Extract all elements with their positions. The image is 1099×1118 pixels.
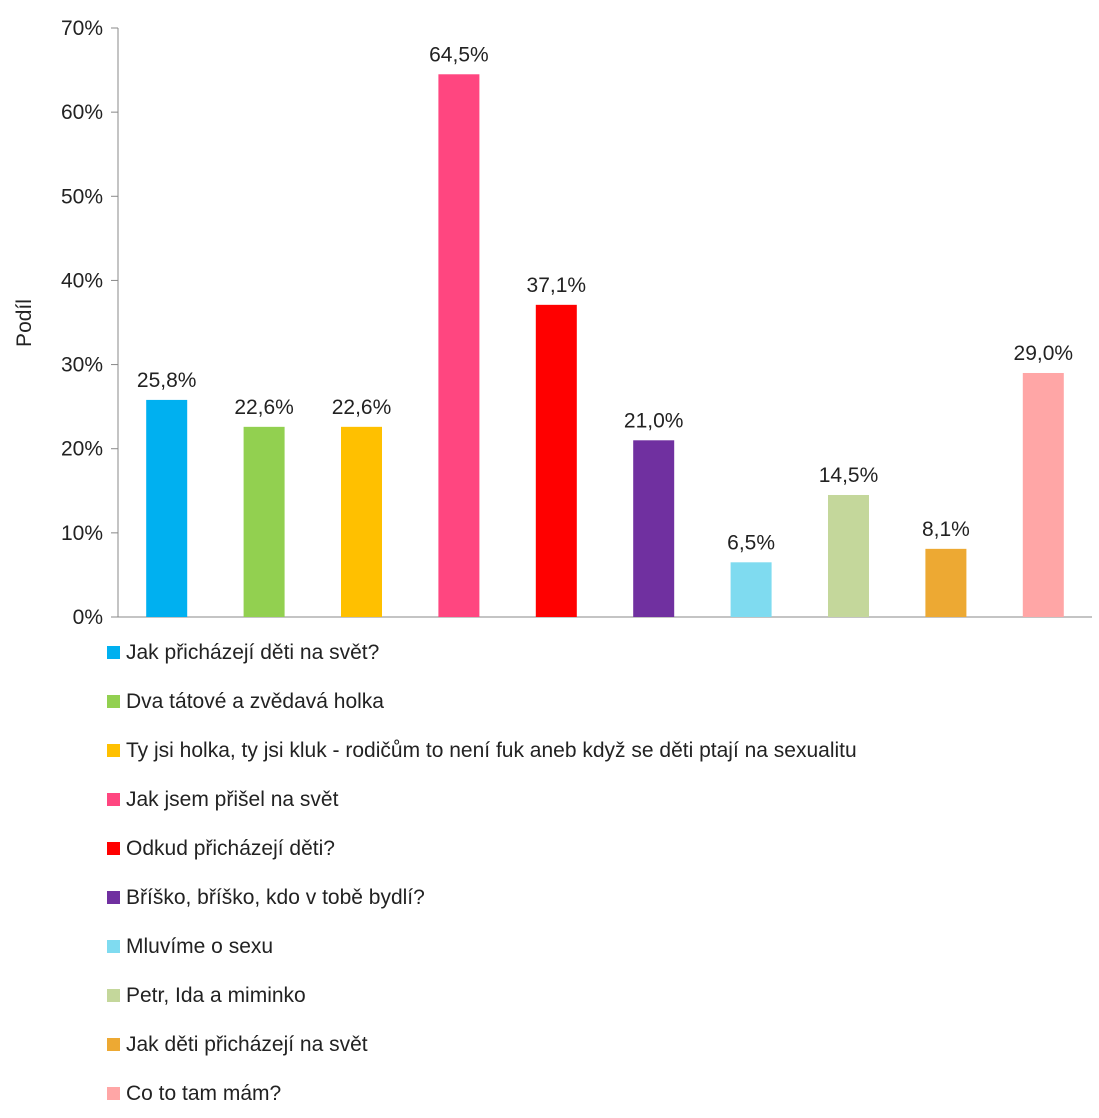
legend-label: Jak děti přicházejí na svět — [126, 1032, 368, 1056]
legend-label: Ty jsi holka, ty jsi kluk - rodičům to n… — [126, 738, 857, 762]
legend-swatch — [107, 793, 120, 806]
legend-swatch — [107, 1038, 120, 1051]
data-label: 21,0% — [624, 409, 684, 432]
legend-label: Odkud přicházejí děti? — [126, 836, 335, 860]
legend-label: Bříško, bříško, kdo v tobě bydlí? — [126, 885, 425, 909]
data-labels: 25,8% 22,6% 22,6% 64,5% 37,1% 21,0% 6,5% 14,5% 8… — [137, 43, 1073, 554]
y-tick-label: 70% — [61, 17, 103, 40]
bar — [438, 74, 480, 618]
legend-label: Mluvíme o sexu — [126, 934, 274, 958]
bar — [341, 426, 382, 617]
legend-item: Odkud přicházejí děti? — [107, 824, 857, 873]
bar — [535, 304, 577, 617]
legend-item: Ty jsi holka, ty jsi kluk - rodičům to n… — [107, 726, 857, 775]
bar — [146, 399, 188, 617]
legend-swatch — [107, 646, 120, 659]
legend-swatch — [107, 695, 120, 708]
y-axis-ticks: 0% 10% 20% 30% 40% 50% 60% 70% — [61, 17, 118, 629]
bar — [243, 426, 285, 617]
legend-item: Petr, Ida a miminko — [107, 971, 857, 1020]
data-label: 64,5% — [429, 43, 489, 66]
data-label: 22,6% — [234, 396, 294, 419]
legend-item: Co to tam mám? — [107, 1069, 857, 1118]
y-tick-label: 60% — [61, 101, 103, 124]
y-tick-label: 10% — [61, 522, 103, 545]
legend-swatch — [107, 1087, 120, 1100]
legend-label: Jak jsem přišel na svět — [126, 787, 339, 811]
legend-swatch — [107, 744, 120, 757]
data-label: 14,5% — [819, 464, 879, 487]
legend: Jak přicházejí děti na svět? Dva tátové a… — [107, 628, 857, 1118]
bars — [146, 74, 1064, 618]
bar — [828, 494, 869, 617]
legend-label: Co to tam mám? — [126, 1081, 282, 1105]
data-label: 37,1% — [527, 274, 587, 297]
legend-label: Dva tátové a zvědavá holka — [126, 689, 384, 713]
data-label: 8,1% — [922, 518, 970, 541]
bar-chart: 0% 10% 20% 30% 40% 50% 60% 70% 25,8% 22,6% 22,6% 6… — [13, 17, 1092, 629]
y-tick-label: 40% — [61, 269, 103, 292]
data-label: 6,5% — [727, 531, 775, 554]
y-tick-label: 30% — [61, 354, 103, 377]
legend-swatch — [107, 842, 120, 855]
y-axis-label: Podíl — [13, 299, 36, 347]
bar — [730, 562, 772, 617]
y-tick-label: 0% — [73, 606, 103, 629]
legend-item: Jak jsem přišel na svět — [107, 775, 857, 824]
bar — [633, 440, 675, 617]
y-tick-label: 20% — [61, 438, 103, 461]
legend-swatch — [107, 989, 120, 1002]
legend-label: Jak přicházejí děti na svět? — [126, 640, 380, 664]
legend-swatch — [107, 891, 120, 904]
legend-swatch — [107, 940, 120, 953]
legend-label: Petr, Ida a miminko — [126, 983, 306, 1007]
bar — [1022, 372, 1064, 617]
data-label: 22,6% — [332, 396, 392, 419]
data-label: 25,8% — [137, 369, 197, 392]
bar — [925, 548, 967, 617]
legend-item: Bříško, bříško, kdo v tobě bydlí? — [107, 873, 857, 922]
legend-item: Mluvíme o sexu — [107, 922, 857, 971]
y-tick-label: 50% — [61, 185, 103, 208]
legend-item: Jak děti přicházejí na svět — [107, 1020, 857, 1069]
legend-item: Dva tátové a zvědavá holka — [107, 677, 857, 726]
data-label: 29,0% — [1014, 342, 1074, 365]
legend-item: Jak přicházejí děti na svět? — [107, 628, 857, 677]
